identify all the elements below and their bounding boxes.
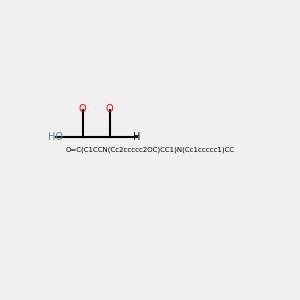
Text: H: H [133, 131, 140, 142]
Text: O: O [106, 104, 113, 115]
Text: O: O [79, 104, 86, 115]
Text: O=C(C1CCN(Cc2ccccc2OC)CC1)N(Cc1ccccc1)CC: O=C(C1CCN(Cc2ccccc2OC)CC1)N(Cc1ccccc1)CC [65, 147, 235, 153]
Text: HO: HO [48, 131, 63, 142]
